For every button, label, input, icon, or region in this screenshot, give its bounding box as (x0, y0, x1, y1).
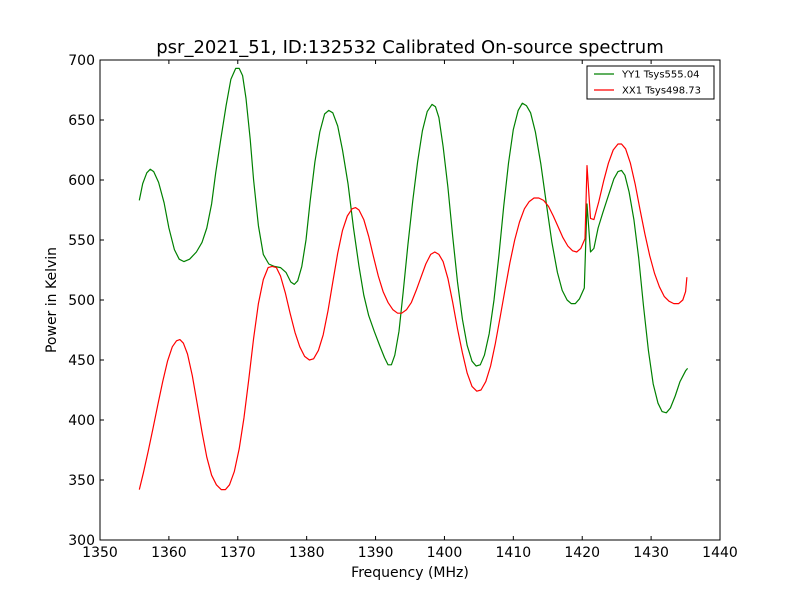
y-tick-label: 350 (68, 473, 95, 489)
x-tick-label: 1360 (151, 545, 187, 561)
x-tick-label: 1410 (496, 545, 532, 561)
legend-label-yy1: YY1 Tsys555.04 (621, 70, 700, 81)
plot-area (100, 60, 720, 540)
chart-title: psr_2021_51, ID:132532 Calibrated On-sou… (156, 37, 664, 58)
y-tick-label: 550 (68, 233, 95, 249)
x-tick-label: 1350 (82, 545, 118, 561)
legend-label-xx1: XX1 Tsys498.73 (622, 86, 701, 97)
x-tick-label: 1370 (220, 545, 256, 561)
x-tick-label: 1400 (427, 545, 463, 561)
y-tick-label: 500 (68, 293, 95, 309)
x-tick-label: 1380 (289, 545, 325, 561)
x-tick-label: 1420 (564, 545, 600, 561)
ticks-layer: 1350 1360 1370 1380 1390 1400 1410 1420 1430 1440… (68, 53, 738, 561)
series-line-0 (138, 67, 689, 414)
y-tick-label: 400 (68, 413, 95, 429)
y-tick-label: 600 (68, 173, 95, 189)
series-line-1 (138, 143, 688, 491)
x-tick-label: 1390 (358, 545, 394, 561)
x-axis-label: Frequency (MHz) (351, 565, 469, 581)
y-tick-label: 650 (68, 113, 95, 129)
legend-box (586, 65, 715, 100)
y-tick-label: 450 (68, 353, 95, 369)
series-layer (138, 67, 689, 491)
legend: YY1 Tsys555.04 XX1 Tsys498.73 (586, 65, 715, 100)
x-tick-label: 1430 (633, 545, 669, 561)
x-tick-label: 1440 (702, 545, 738, 561)
y-axis-label: Power in Kelvin (44, 247, 60, 353)
y-tick-label: 700 (68, 53, 95, 69)
y-tick-label: 300 (68, 533, 95, 549)
plot-frame (99, 59, 721, 541)
